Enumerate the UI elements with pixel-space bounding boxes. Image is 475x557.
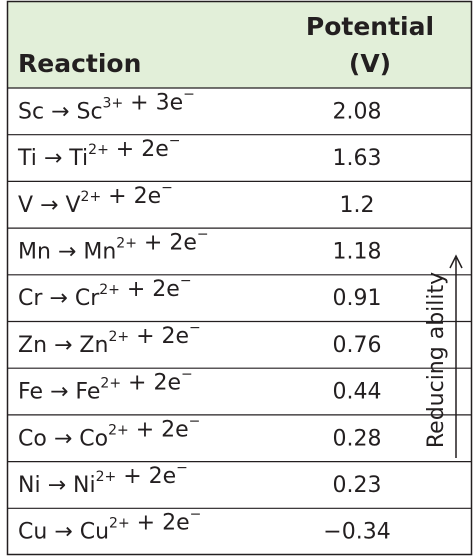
superscript: −	[190, 507, 202, 523]
reaction-text: V → V	[18, 193, 81, 218]
reaction-text: Cr → Cr	[18, 286, 100, 311]
potential: 0.76	[333, 333, 382, 358]
potential: 1.2	[340, 193, 375, 218]
reaction-text: Co → Co	[18, 426, 108, 451]
reaction: Mn → Mn2+ + 2e−	[18, 226, 209, 264]
superscript: 2+	[96, 469, 117, 485]
header-bg	[7, 1, 472, 88]
potential: 2.08	[333, 99, 382, 124]
reaction-text: + 2e	[129, 417, 189, 442]
superscript: −	[189, 320, 201, 336]
reaction: V → V2+ + 2e−	[18, 180, 173, 218]
table-border	[6, 0, 473, 556]
header-unit: (V)	[349, 49, 391, 78]
superscript: −	[183, 86, 195, 102]
reaction-text: + 2e	[101, 184, 161, 209]
reaction-text: + 2e	[130, 511, 190, 536]
reaction-text: + 2e	[121, 371, 181, 396]
reaction: Ti → Ti2+ + 2e−	[17, 133, 181, 171]
superscript: −	[169, 133, 181, 149]
superscript: −	[161, 180, 173, 196]
potential: −0.34	[323, 520, 390, 545]
reaction-text: Sc → Sc	[18, 99, 103, 124]
potential: 0.23	[333, 473, 382, 498]
reaction-text: + 2e	[129, 324, 189, 349]
superscript: 2+	[88, 142, 109, 158]
superscript: 2+	[108, 422, 129, 438]
superscript: −	[181, 367, 193, 383]
potential: 1.63	[333, 146, 382, 171]
reaction-text: + 2e	[120, 277, 180, 302]
reaction-text: Cu → Cu	[18, 520, 109, 545]
superscript: 3+	[103, 95, 124, 111]
potential: 1.18	[333, 239, 382, 264]
superscript: −	[197, 226, 209, 242]
reaction-text: + 2e	[109, 137, 169, 162]
potential: 0.28	[333, 426, 382, 451]
reaction-text: Ti → Ti	[17, 146, 88, 171]
reaction-text: Ni → Ni	[18, 473, 96, 498]
reaction: Zn → Zn2+ + 2e−	[18, 320, 201, 358]
side-label: Reducing ability	[424, 272, 449, 448]
reaction: Fe → Fe2+ + 2e−	[18, 367, 193, 405]
potential: 0.91	[333, 286, 382, 311]
superscript: −	[189, 413, 201, 429]
superscript: −	[180, 273, 192, 289]
reaction-text: Zn → Zn	[18, 333, 108, 358]
superscript: 2+	[99, 282, 120, 298]
reaction-text: + 2e	[116, 464, 176, 489]
reaction-text: Mn → Mn	[18, 239, 116, 264]
reaction: Cu → Cu2+ + 2e−	[18, 507, 201, 545]
superscript: 2+	[81, 189, 102, 205]
reaction-text: + 3e	[123, 90, 183, 115]
superscript: 2+	[100, 376, 121, 392]
reaction-text: Fe → Fe	[18, 380, 100, 405]
reaction: Sc → Sc3+ + 3e−	[18, 86, 195, 124]
reaction-text: + 2e	[137, 230, 197, 255]
header-reaction: Reaction	[18, 49, 141, 78]
superscript: 2+	[108, 329, 129, 345]
reaction: Ni → Ni2+ + 2e−	[18, 460, 188, 498]
superscript: 2+	[116, 235, 137, 251]
header-potential: Potential	[306, 12, 434, 41]
superscript: 2+	[109, 516, 130, 532]
superscript: −	[176, 460, 188, 476]
reaction: Cr → Cr2+ + 2e−	[18, 273, 192, 311]
reaction: Co → Co2+ + 2e−	[18, 413, 200, 451]
potential: 0.44	[333, 380, 382, 405]
side-arrow-head	[449, 254, 463, 269]
